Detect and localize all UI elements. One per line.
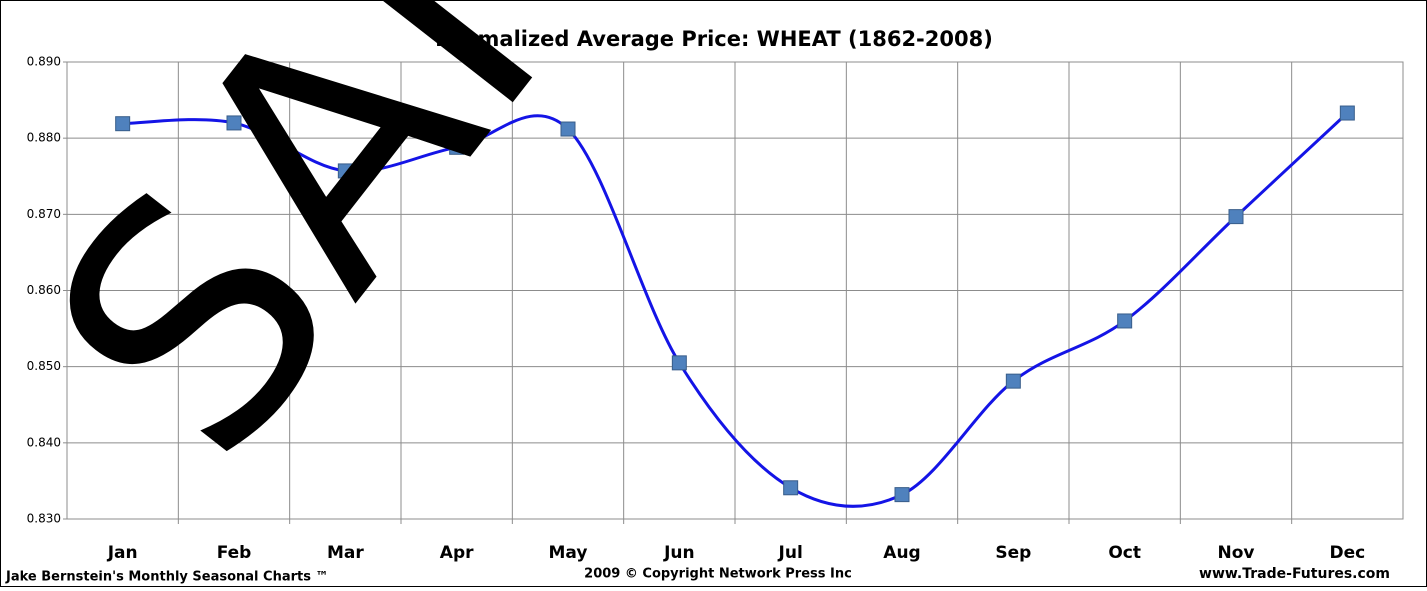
marker bbox=[672, 356, 686, 370]
x-tick-label: Sep bbox=[995, 543, 1031, 563]
x-tick-label: Dec bbox=[1329, 543, 1365, 563]
marker bbox=[1340, 106, 1354, 120]
marker bbox=[895, 488, 909, 502]
y-tick-label: 0.850 bbox=[27, 359, 61, 373]
x-tick-label: Oct bbox=[1108, 543, 1141, 563]
x-tick-label: Jun bbox=[663, 543, 695, 563]
footer-center: 2009 © Copyright Network Press Inc bbox=[584, 567, 852, 582]
y-tick-label: 0.830 bbox=[27, 512, 61, 526]
marker bbox=[784, 481, 798, 495]
x-tick-label: Feb bbox=[217, 543, 252, 563]
x-tick-label: Jul bbox=[778, 543, 803, 563]
marker bbox=[1229, 210, 1243, 224]
y-tick-label: 0.890 bbox=[27, 55, 61, 69]
marker bbox=[1006, 374, 1020, 388]
x-tick-label: Mar bbox=[327, 543, 364, 563]
x-tick-label: Jan bbox=[107, 543, 138, 563]
y-tick-label: 0.840 bbox=[27, 435, 61, 449]
y-tick-label: 0.880 bbox=[27, 131, 61, 145]
x-tick-label: Apr bbox=[440, 543, 474, 563]
marker bbox=[1118, 314, 1132, 328]
x-tick-label: Nov bbox=[1218, 543, 1255, 563]
footer-right: www.Trade-Futures.com bbox=[1199, 566, 1390, 582]
chart: 0.8300.8400.8500.8600.8700.8800.890JanFe… bbox=[0, 0, 1427, 587]
x-tick-label: Aug bbox=[883, 543, 920, 563]
footer-left: Jake Bernstein's Monthly Seasonal Charts… bbox=[5, 570, 329, 585]
x-tick-label: May bbox=[549, 543, 588, 563]
page: {"chart_data": {"type": "line", "title":… bbox=[0, 0, 1427, 591]
